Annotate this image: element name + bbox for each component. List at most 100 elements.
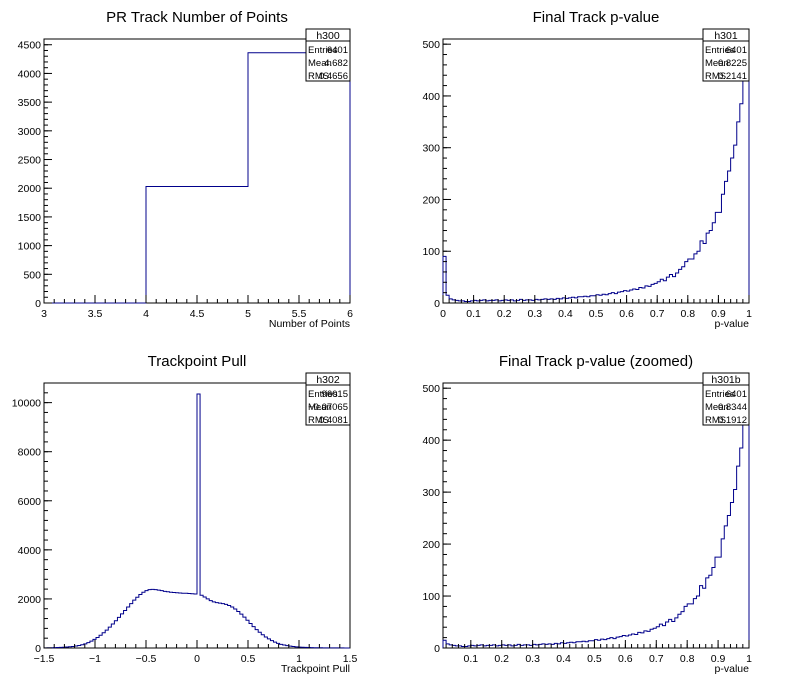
- y-tick-label: 4500: [18, 40, 42, 52]
- x-axis-label: p-value: [715, 318, 750, 330]
- y-tick-label: 100: [422, 246, 440, 258]
- x-tick-label: 1.5: [343, 653, 358, 665]
- x-axis-label: Trackpoint Pull: [281, 663, 350, 675]
- y-tick-label: 3500: [18, 97, 42, 109]
- y-tick-label: 2000: [18, 183, 42, 195]
- stats-value: 0.8344: [718, 402, 747, 413]
- x-tick-label: −1.5: [34, 653, 55, 665]
- x-tick-label: 6: [347, 308, 353, 320]
- y-tick-label: 200: [422, 539, 440, 551]
- x-tick-label: 0: [194, 653, 200, 665]
- stats-box: [305, 372, 351, 426]
- stats-key: RMS: [308, 71, 329, 82]
- y-tick-label: 4000: [18, 545, 42, 557]
- y-tick-label: 100: [422, 591, 440, 603]
- y-tick-label: 1000: [18, 241, 42, 253]
- stats-key: Mean: [705, 402, 729, 413]
- stats-key: Entries: [308, 45, 338, 56]
- x-tick-label: 0.2: [497, 308, 512, 320]
- y-tick-label: 2000: [18, 594, 42, 606]
- x-tick-label: 1: [746, 653, 752, 665]
- x-tick-label: 0.4: [558, 308, 573, 320]
- stats-box: [702, 372, 750, 426]
- x-tick-label: 0.7: [650, 308, 665, 320]
- stats-value: 0.8225: [718, 58, 747, 69]
- x-tick-label: 0.2: [494, 653, 509, 665]
- y-tick-label: 400: [422, 91, 440, 103]
- x-tick-label: 0.4: [556, 653, 571, 665]
- y-tick-label: 0: [434, 643, 440, 655]
- x-tick-label: 0.1: [466, 308, 481, 320]
- y-tick-label: 3000: [18, 126, 42, 138]
- y-tick-label: 1500: [18, 212, 42, 224]
- x-tick-label: 0.3: [525, 653, 540, 665]
- x-tick-label: 0.6: [618, 653, 633, 665]
- y-tick-label: 200: [422, 194, 440, 206]
- stats-name: h301b: [711, 374, 740, 386]
- chart-title: Final Track p-value (zoomed): [499, 353, 693, 370]
- y-tick-label: 300: [422, 487, 440, 499]
- stats-value: 0.2141: [718, 71, 747, 82]
- x-tick-label: 1: [746, 308, 752, 320]
- stats-value: 0.4081: [319, 415, 348, 426]
- stats-value: 0.4656: [319, 71, 348, 82]
- x-tick-label: 0.5: [241, 653, 256, 665]
- stats-value: 6401: [726, 389, 747, 400]
- y-tick-label: 500: [422, 39, 440, 51]
- stats-value: 6401: [327, 45, 348, 56]
- x-tick-label: −0.5: [136, 653, 157, 665]
- x-tick-label: 3.5: [88, 308, 103, 320]
- x-tick-label: 5.5: [292, 308, 307, 320]
- histogram-series: [442, 408, 750, 648]
- x-tick-label: 0.8: [680, 653, 695, 665]
- histogram-series: [442, 64, 750, 303]
- stats-name: h301: [714, 30, 738, 42]
- histogram-series: [43, 393, 351, 649]
- y-tick-label: 500: [422, 383, 440, 395]
- stats-key: RMS: [705, 71, 726, 82]
- stats-box: [305, 28, 351, 82]
- x-tick-label: 5: [245, 308, 251, 320]
- x-tick-label: 0.9: [711, 308, 726, 320]
- y-tick-label: 400: [422, 435, 440, 447]
- x-tick-label: 3: [41, 308, 47, 320]
- x-axis-label: Number of Points: [269, 318, 350, 330]
- y-tick-label: 6000: [18, 496, 42, 508]
- x-tick-label: 0.9: [711, 653, 726, 665]
- histogram-series: [44, 52, 351, 304]
- x-tick-label: 0.5: [589, 308, 604, 320]
- chart-title: Trackpoint Pull: [148, 353, 247, 370]
- y-tick-label: 4000: [18, 68, 42, 80]
- x-tick-label: 0.5: [587, 653, 602, 665]
- y-tick-label: 10000: [12, 398, 41, 410]
- y-tick-label: 300: [422, 143, 440, 155]
- stats-value: 4.682: [324, 58, 348, 69]
- stats-name: h302: [316, 374, 340, 386]
- stats-key: RMS: [705, 415, 726, 426]
- x-tick-label: 0.7: [649, 653, 664, 665]
- x-tick-label: 0.6: [619, 308, 634, 320]
- x-tick-label: 4: [143, 308, 149, 320]
- stats-key: Mean: [705, 58, 729, 69]
- x-tick-label: 0.3: [527, 308, 542, 320]
- stats-name: h300: [316, 30, 340, 42]
- y-tick-label: 0: [35, 298, 41, 310]
- plot-frame: [43, 38, 351, 304]
- y-tick-label: 500: [23, 269, 41, 281]
- y-tick-label: 8000: [18, 447, 42, 459]
- stats-value: −0.07065: [308, 402, 348, 413]
- x-tick-label: 0: [440, 308, 446, 320]
- y-tick-label: 2500: [18, 155, 42, 167]
- y-tick-label: 0: [35, 643, 41, 655]
- stats-key: Mean: [308, 58, 332, 69]
- stats-value: 6401: [726, 45, 747, 56]
- x-tick-label: 0.1: [464, 653, 479, 665]
- stats-key: RMS: [308, 415, 329, 426]
- y-tick-label: 0: [434, 298, 440, 310]
- stats-key: Entries: [308, 389, 338, 400]
- chart-title: PR Track Number of Points: [106, 9, 288, 26]
- stats-key: Entries: [705, 45, 735, 56]
- chart-title: Final Track p-value: [533, 9, 660, 26]
- x-tick-label: −1: [89, 653, 101, 665]
